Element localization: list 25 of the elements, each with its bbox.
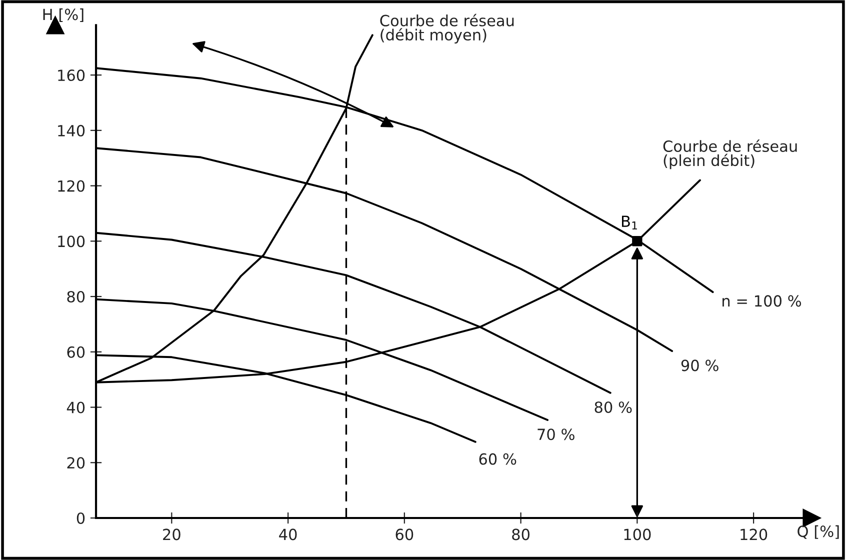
y-tick-label: 100 — [58, 236, 85, 248]
annotation: B$_{1}$ — [622, 216, 637, 230]
series-label: 90 % — [681, 360, 718, 372]
x-tick-label: 100 — [624, 528, 651, 540]
y-tick-label: 60 — [67, 346, 85, 358]
y-tick-label: 20 — [67, 457, 85, 469]
series-label: Courbe de réseau (débit moyen) — [380, 14, 514, 44]
series-label: n = 100 % — [722, 295, 802, 307]
series-label: 70 % — [538, 428, 574, 440]
y-axis-title: H [%] — [43, 8, 84, 22]
x-tick-label: 40 — [279, 528, 297, 540]
y-tick-label: 140 — [58, 124, 85, 136]
series-label: 60 % — [479, 453, 516, 465]
y-tick-label: 120 — [58, 180, 85, 192]
x-tick-label: 60 — [396, 528, 414, 540]
y-tick-label: 0 — [76, 512, 85, 524]
y-tick-label: 160 — [58, 70, 85, 82]
text: Courbe de réseau (plein débit) — [663, 140, 797, 170]
x-tick-label: 120 — [740, 528, 768, 540]
series-label: 80 % — [594, 401, 632, 414]
x-tick-label: 80 — [512, 528, 530, 540]
y-tick-label: 80 — [67, 290, 85, 303]
x-axis-title: Q [%] — [798, 525, 839, 539]
x-tick-label: 20 — [163, 528, 180, 540]
y-tick-label: 40 — [66, 402, 85, 414]
